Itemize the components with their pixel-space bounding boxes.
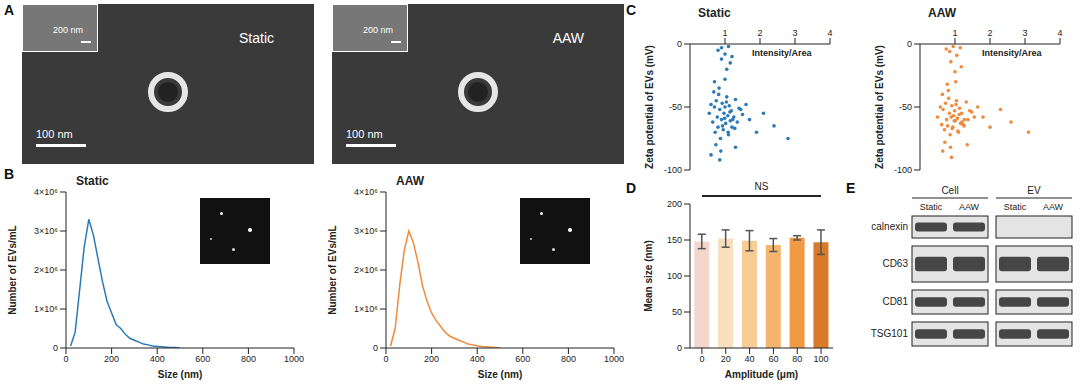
svg-text:0: 0	[677, 343, 682, 353]
svg-text:2: 2	[987, 28, 992, 38]
svg-text:calnexin: calnexin	[871, 221, 908, 232]
html-text:Intensity/Area: Intensity/Area	[752, 48, 812, 58]
svg-text:800: 800	[241, 354, 256, 364]
svg-text:0: 0	[373, 343, 378, 353]
svg-text:1: 1	[952, 28, 957, 38]
html-text:E: E	[846, 180, 856, 196]
svg-text:400: 400	[150, 354, 165, 364]
svg-text:2×10⁶: 2×10⁶	[34, 265, 58, 275]
svg-text:200: 200	[667, 199, 682, 209]
svg-text:Size (nm): Size (nm)	[158, 369, 202, 380]
html-text:A: A	[4, 2, 15, 18]
svg-text:0: 0	[677, 39, 682, 49]
html-text:Zeta potential of EVs (mV): Zeta potential of EVs (mV)	[643, 45, 655, 169]
svg-text:Static: Static	[1004, 202, 1027, 212]
svg-text:60: 60	[768, 354, 778, 364]
html-text:AAW: AAW	[928, 6, 956, 20]
html-text:Number of EVs/mL: Number of EVs/mL	[326, 225, 338, 315]
svg-text:800: 800	[561, 354, 576, 364]
svg-text:0: 0	[699, 354, 704, 364]
html-text:100 nm: 100 nm	[346, 128, 383, 140]
svg-text:400: 400	[470, 354, 485, 364]
svg-text:200: 200	[424, 354, 439, 364]
svg-text:40: 40	[745, 354, 755, 364]
svg-text:Size (nm): Size (nm)	[478, 369, 522, 380]
svg-text:-50: -50	[669, 102, 682, 112]
html-text:D: D	[626, 180, 637, 196]
svg-text:100: 100	[667, 271, 682, 281]
html-text:NS: NS	[754, 181, 769, 192]
svg-text:1×10⁶: 1×10⁶	[34, 304, 58, 314]
svg-text:Amplitude (μm): Amplitude (μm)	[725, 369, 798, 380]
svg-text:600: 600	[515, 354, 530, 364]
html-text:AAW: AAW	[396, 174, 424, 188]
html-text:Zeta potential of EVs (mV): Zeta potential of EVs (mV)	[873, 45, 885, 169]
html-text:C: C	[626, 2, 637, 18]
svg-text:150: 150	[667, 235, 682, 245]
svg-text:600: 600	[195, 354, 210, 364]
svg-text:1: 1	[722, 28, 727, 38]
svg-text:0: 0	[383, 354, 388, 364]
svg-text:4: 4	[1057, 28, 1062, 38]
svg-text:-100: -100	[894, 165, 912, 175]
svg-text:80: 80	[792, 354, 802, 364]
svg-text:CD81: CD81	[882, 296, 908, 307]
svg-text:-100: -100	[664, 165, 682, 175]
svg-text:EV: EV	[1027, 185, 1041, 196]
svg-text:0: 0	[53, 343, 58, 353]
svg-text:0: 0	[63, 354, 68, 364]
svg-text:0: 0	[907, 39, 912, 49]
html-text:100 nm: 100 nm	[36, 128, 73, 140]
html-text:Static: Static	[76, 174, 109, 188]
html-text:Static: Static	[698, 6, 731, 20]
svg-text:4×10⁶: 4×10⁶	[34, 187, 58, 197]
svg-text:3×10⁶: 3×10⁶	[354, 226, 378, 236]
svg-text:4×10⁶: 4×10⁶	[354, 187, 378, 197]
html-text:Static: Static	[239, 30, 274, 46]
svg-text:200: 200	[104, 354, 119, 364]
svg-text:-50: -50	[899, 102, 912, 112]
svg-text:2: 2	[757, 28, 762, 38]
svg-text:20: 20	[721, 354, 731, 364]
svg-text:3: 3	[1022, 28, 1027, 38]
svg-text:1000: 1000	[284, 354, 304, 364]
svg-text:Static: Static	[920, 202, 943, 212]
html-text:Mean size (nm): Mean size (nm)	[642, 240, 654, 312]
html-text:Number of EVs/mL: Number of EVs/mL	[6, 225, 18, 315]
html-text:AAW: AAW	[552, 30, 584, 46]
svg-text:100: 100	[814, 354, 829, 364]
svg-text:50: 50	[672, 307, 682, 317]
svg-text:AAW: AAW	[959, 202, 980, 212]
svg-text:2×10⁶: 2×10⁶	[354, 265, 378, 275]
svg-text:1×10⁶: 1×10⁶	[354, 304, 378, 314]
svg-text:1000: 1000	[604, 354, 624, 364]
svg-text:4: 4	[827, 28, 832, 38]
html-text:200 nm: 200 nm	[53, 25, 83, 35]
svg-text:3×10⁶: 3×10⁶	[34, 226, 58, 236]
html-text:Intensity/Area: Intensity/Area	[982, 48, 1042, 58]
svg-text:Cell: Cell	[941, 185, 958, 196]
svg-text:CD63: CD63	[882, 258, 908, 269]
html-text:B: B	[4, 166, 15, 182]
html-text:200 nm: 200 nm	[363, 25, 393, 35]
svg-text:TSG101: TSG101	[871, 328, 909, 339]
svg-text:3: 3	[792, 28, 797, 38]
svg-text:AAW: AAW	[1043, 202, 1064, 212]
